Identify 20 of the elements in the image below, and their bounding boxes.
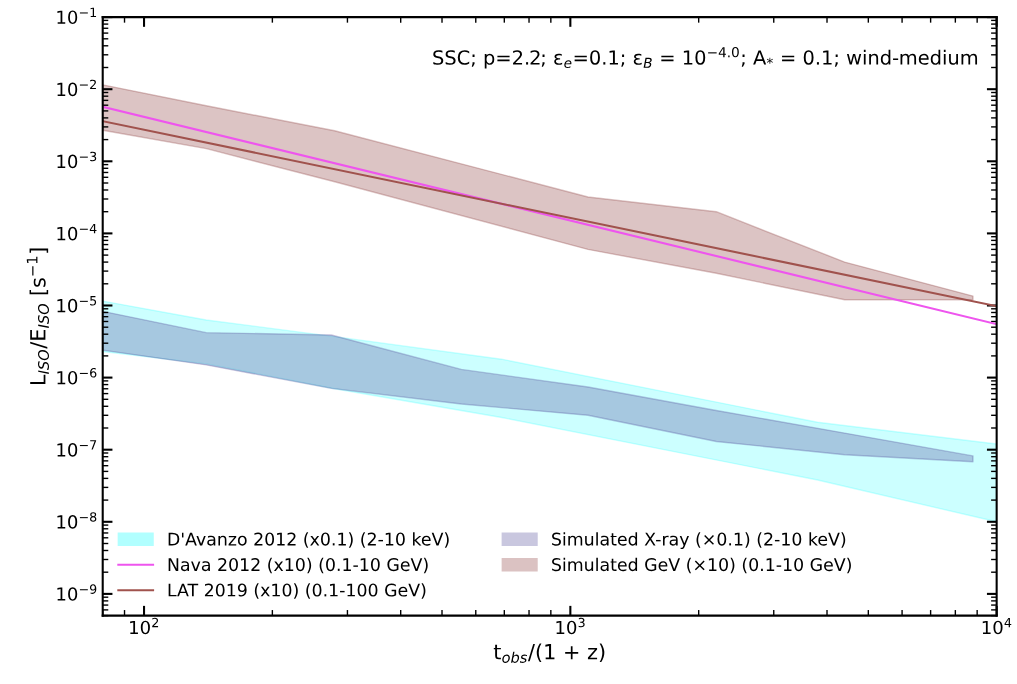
legend-label: D'Avanzo 2012 (x0.1) (2-10 keV)	[168, 532, 449, 548]
x-axis-title: t$_{obs}$/(1 + z)	[493, 643, 605, 663]
y-tick-label: 10$^{−5}$	[57, 296, 97, 313]
y-tick-label: 10$^{−6}$	[57, 368, 97, 385]
y-tick-label: 10$^{−4}$	[57, 224, 97, 241]
legend-label: Simulated X-ray (×0.1) (2-10 keV)	[552, 532, 846, 550]
y-tick-label: 10$^{−7}$	[57, 440, 97, 457]
y-tick-label: 10$^{−1}$	[57, 7, 97, 25]
x-tick-label: 10$^{2}$	[130, 617, 159, 635]
text: SSC; p=2.2; ε$_{e}$=0.1; ε$_{B}$ = 10$^{−4.0}$; A$_{*}$ = 0.1; wind-medium	[433, 47, 978, 69]
y-axis-title: L$_{ISO}$/E$_{ISO}$ [s$^{−1}$]	[26, 248, 50, 385]
y-tick-label: 10$^{−9}$	[57, 584, 97, 601]
legend-label: LAT 2019 (x10) (0.1-100 GeV)	[168, 583, 426, 599]
legend-label: Nava 2012 (x10) (0.1-10 GeV)	[168, 557, 428, 574]
y-tick-label: 10$^{−3}$	[57, 151, 97, 169]
legend-label: Simulated GeV (×10) (0.1-10 GeV)	[552, 557, 851, 574]
x-tick-label: 10$^{4}$	[982, 617, 1012, 635]
y-tick-label: 10$^{−2}$	[57, 79, 96, 97]
y-tick-label: 10$^{−8}$	[57, 512, 97, 529]
x-tick-label: 10$^{3}$	[556, 617, 585, 635]
